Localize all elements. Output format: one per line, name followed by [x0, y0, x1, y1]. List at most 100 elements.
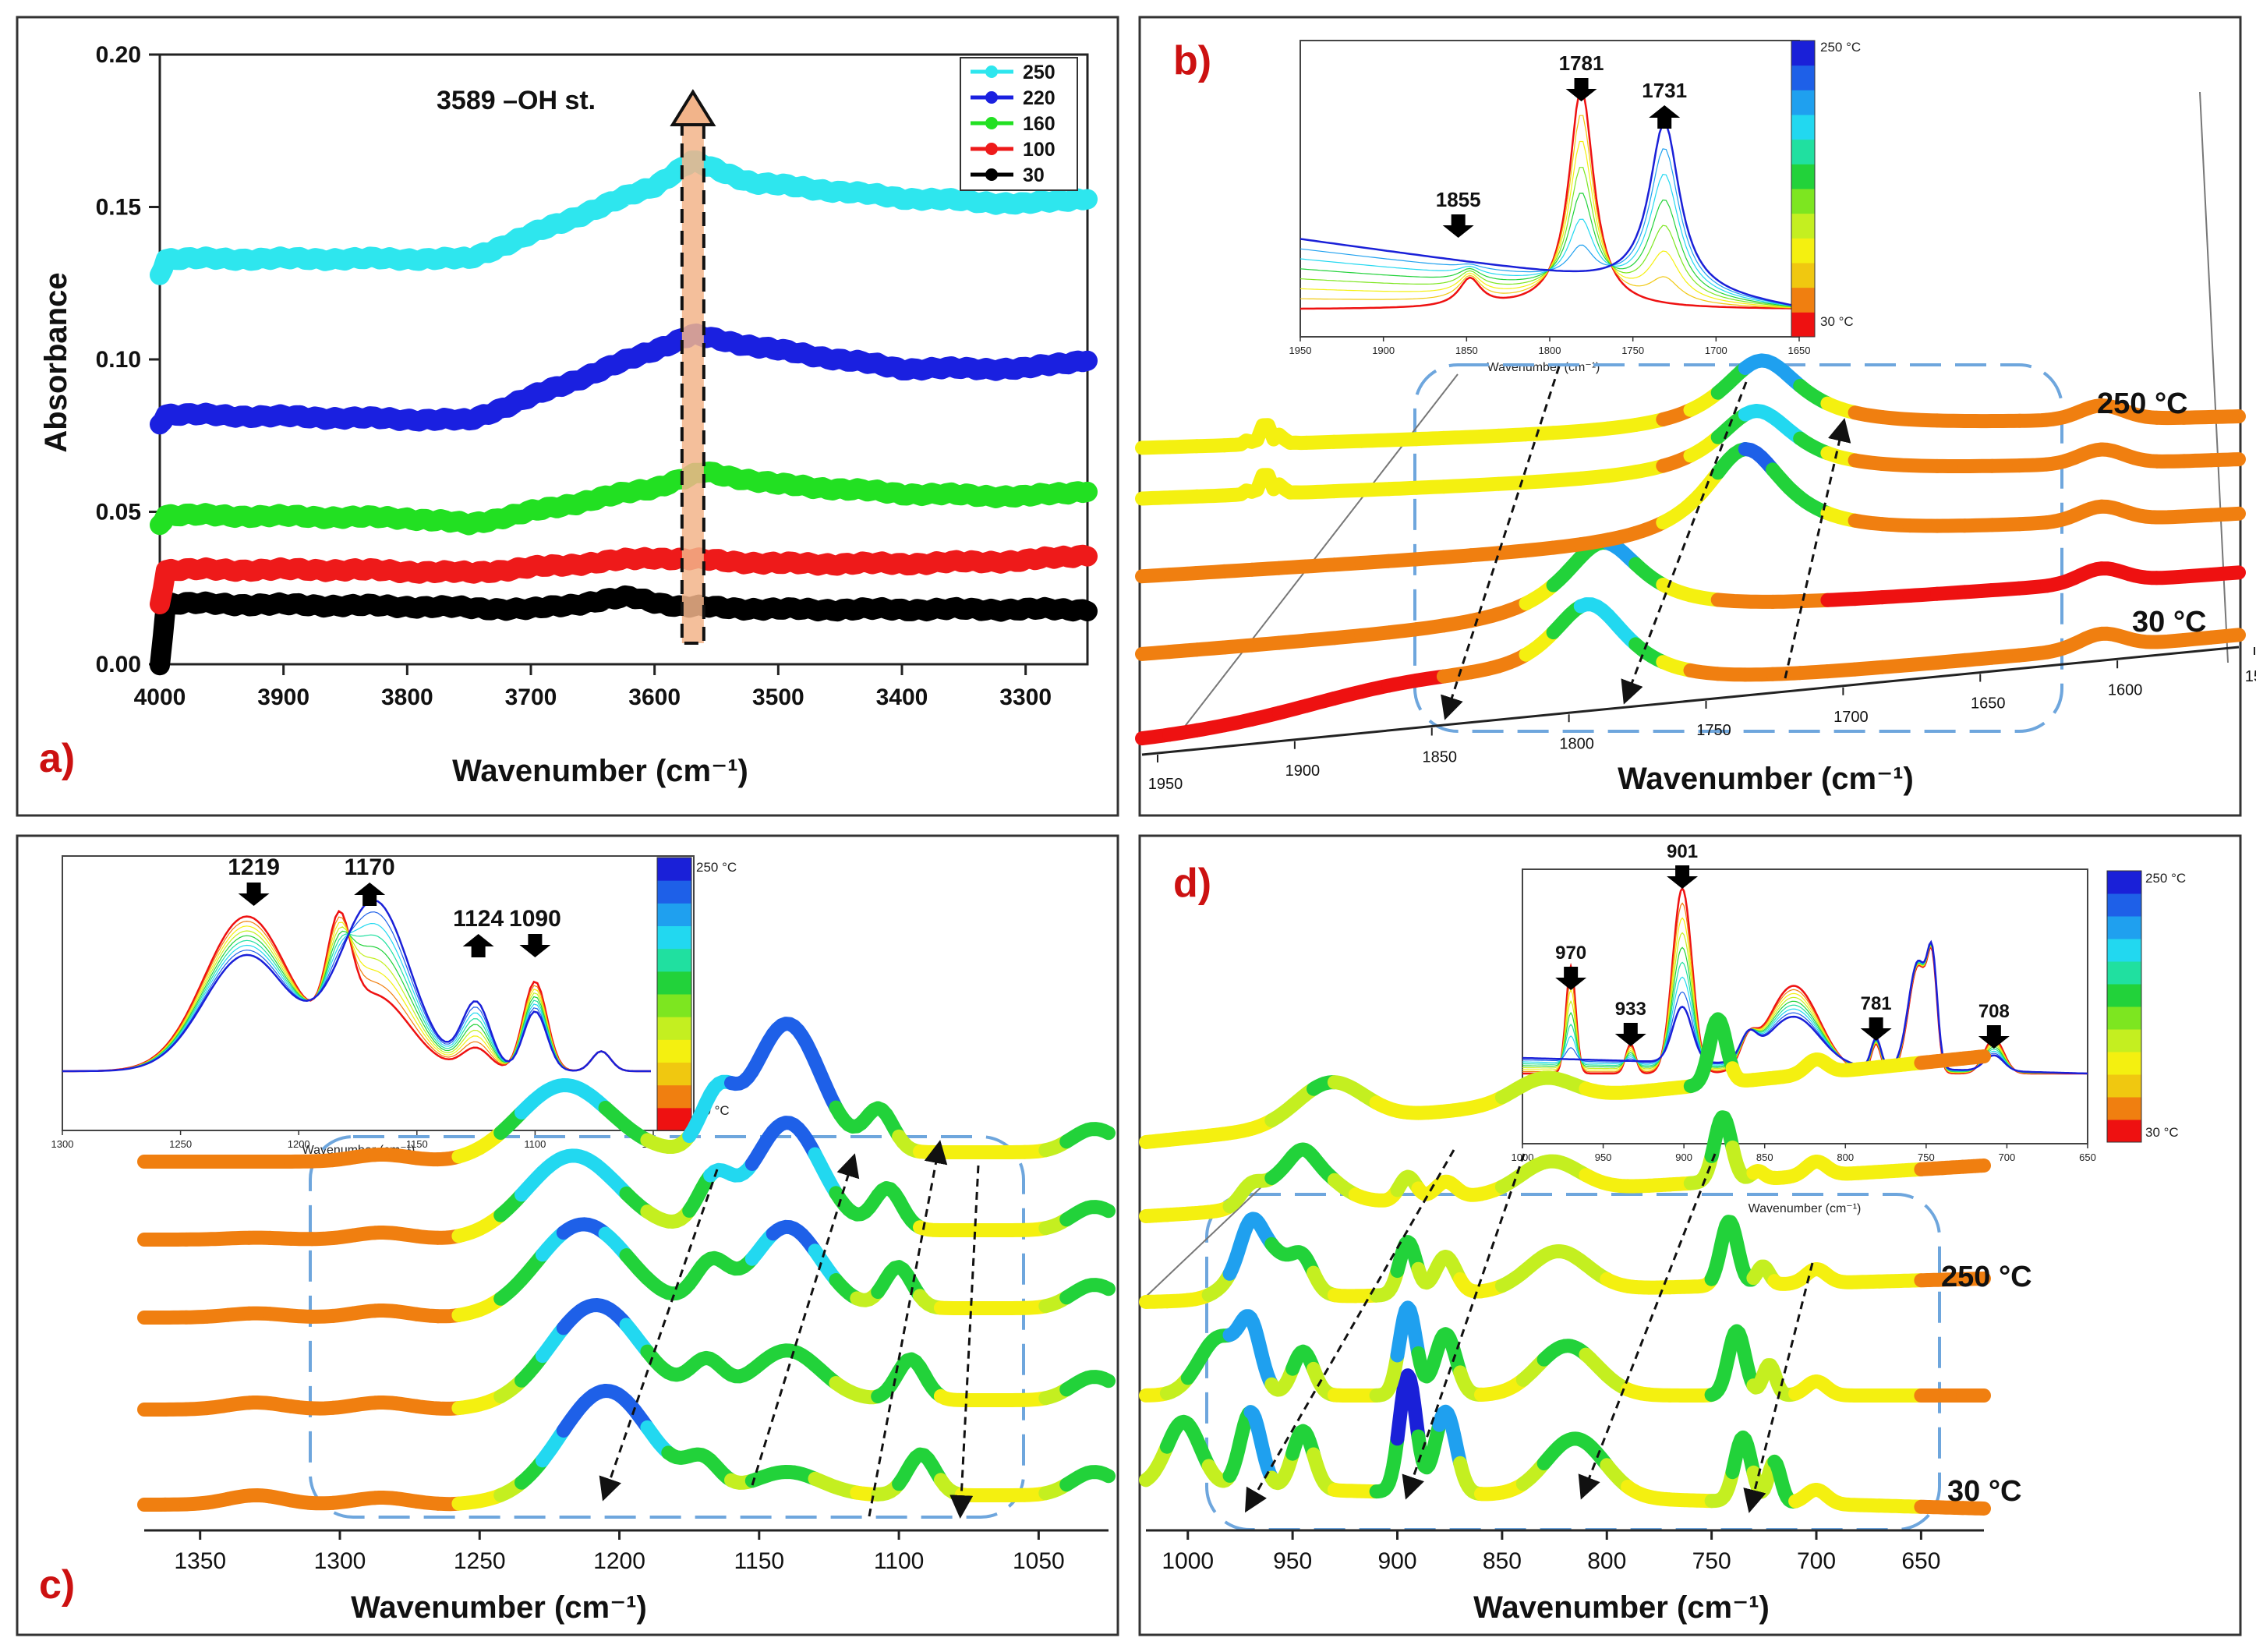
- stacked-spectrum: [137, 1298, 1116, 1417]
- legend-swatch-marker: [985, 117, 998, 129]
- x-tick-label: 1650: [1971, 695, 2006, 713]
- panel-d-label: d): [1173, 861, 1211, 906]
- panel-d-x-axis-label: Wavenumber (cm⁻¹): [1473, 1590, 1770, 1625]
- spectrum-segment: [2204, 452, 2246, 468]
- stacked-spectrum: [1135, 404, 2246, 506]
- inset-x-tick-label: 1700: [1705, 345, 1727, 356]
- colorbar-frame: [2106, 870, 2142, 1143]
- stacked-spectrum: [1135, 535, 2246, 661]
- peak-label: 1781: [1559, 51, 1604, 75]
- spectrum-segment: [1080, 1370, 1116, 1388]
- colorbar-step: [657, 925, 691, 950]
- x-tick-label: 750: [1692, 1548, 1731, 1574]
- stacked-spectrum: [1139, 1110, 1991, 1223]
- spectrum-segment: [1285, 1424, 1321, 1462]
- colorbar-step: [657, 858, 691, 881]
- colorbar-step: [1791, 189, 1815, 214]
- panel-b-spectra: [1135, 353, 2246, 746]
- panel-a-frame: [16, 16, 1119, 817]
- peak-label: 1731: [1642, 79, 1687, 102]
- down-arrow-icon: [1978, 1025, 2010, 1049]
- spectrum-segment: [2204, 628, 2246, 645]
- legend-label: 160: [1023, 113, 1056, 135]
- legend-entry: 220: [971, 87, 1056, 109]
- inset-x-tick-label: 850: [1756, 1151, 1773, 1163]
- peak-label: 933: [1615, 999, 1646, 1020]
- y-tick-label: 0.00: [96, 652, 141, 677]
- peak-marker: 708: [1978, 1001, 2010, 1049]
- peak-marker: 1170: [345, 854, 395, 906]
- down-arrow-icon: [1555, 967, 1587, 990]
- spectrum-segment: [1704, 1465, 1740, 1509]
- peak-marker: 1219: [228, 854, 280, 906]
- spectrum-segment: [1285, 1245, 1321, 1280]
- x-tick-label: 1550: [2245, 668, 2256, 685]
- spectrum-segment: [1683, 465, 1725, 511]
- down-arrow-icon: [519, 934, 551, 957]
- series-start-point: [152, 656, 168, 672]
- spectrum-segment: [1411, 1417, 1447, 1475]
- series-line: [150, 150, 1098, 285]
- panel-a-x-axis-label: Wavenumber (cm⁻¹): [452, 754, 748, 788]
- peak-marker: 1855: [1436, 188, 1481, 238]
- inset-x-tick-label: 700: [1999, 1151, 2016, 1163]
- panel-b-peak-guides: [1441, 366, 1851, 720]
- colorbar-step: [2107, 893, 2141, 917]
- panel-b-colorbar-top: 250 °C: [1820, 40, 1861, 55]
- inset-x-tick-label: 900: [1675, 1151, 1692, 1163]
- peak-label: 781: [1861, 993, 1892, 1014]
- panel-b-colorbar-bottom: 30 °C: [1820, 314, 1854, 329]
- peak-label: 1219: [228, 854, 280, 880]
- stacked-spectrum: [1139, 1012, 1991, 1149]
- spectrum-segment: [1704, 1012, 1740, 1076]
- stacked-spectrum: [1139, 1212, 1991, 1309]
- panel-c-x-ticks: 1350 1300 1250 1200 1150 1100 1050: [174, 1530, 1065, 1574]
- series-220: [150, 323, 1098, 435]
- series-250: [150, 150, 1098, 285]
- colorbar-step: [657, 1039, 691, 1063]
- down-arrow-icon: [238, 883, 270, 906]
- inset-x-tick-label: 1150: [406, 1138, 428, 1150]
- inset-x-tick-label: 1300: [51, 1138, 74, 1150]
- colorbar-step: [657, 971, 691, 995]
- stacked-spectrum: [137, 1017, 1116, 1169]
- x-tick-label: 3500: [752, 685, 804, 710]
- x-tick-label: 1000: [1162, 1548, 1214, 1574]
- inset-spectrum: [1522, 942, 2088, 1074]
- spectrum-segment: [1080, 1122, 1116, 1141]
- panel-d-colorbar-bottom: 30 °C: [2145, 1125, 2179, 1140]
- panel-a-y-axis-label: Absorbance: [39, 272, 73, 452]
- down-arrow-icon: [1442, 214, 1474, 238]
- peak-label: 1124: [453, 906, 504, 932]
- y-tick-label: 0.15: [96, 195, 141, 221]
- peak-marker: 1124: [453, 906, 504, 957]
- colorbar-step: [657, 1084, 691, 1109]
- x-tick-label: 950: [1273, 1548, 1312, 1574]
- colorbar-step: [2107, 871, 2141, 894]
- colorbar-step: [1791, 115, 1815, 140]
- spectrum-segment: [1285, 1344, 1321, 1376]
- y-tick-label: 0.05: [96, 500, 141, 525]
- x-tick-label: 3900: [257, 685, 309, 710]
- colorbar-step: [2107, 961, 2141, 985]
- colorbar-step: [1791, 139, 1815, 164]
- colorbar-step: [2107, 1052, 2141, 1075]
- series-line: [150, 462, 1098, 536]
- panel-b-x-axis-label: Wavenumber (cm⁻¹): [1618, 762, 1914, 796]
- inset-spectrum: [1299, 122, 1800, 308]
- stacked-spectrum: [137, 1217, 1116, 1325]
- colorbar-step: [2107, 1120, 2141, 1143]
- spectrum-segment: [1956, 1159, 1991, 1174]
- panel-b-label-30: 30 °C: [2132, 606, 2206, 639]
- panel-c-colorbar-top: 250 °C: [696, 860, 737, 875]
- colorbar-step: [1791, 263, 1815, 288]
- x-tick-label: 3600: [628, 685, 681, 710]
- panel-c-peak-guides: [599, 1140, 980, 1519]
- panel-c-highlight-box: [309, 1135, 1025, 1519]
- colorbar-step: [2107, 1006, 2141, 1030]
- peak-shift-guide: [949, 1165, 980, 1519]
- spectrum-segment: [1369, 1264, 1405, 1303]
- legend-entry: 30: [971, 164, 1045, 186]
- inset-x-tick-label: 950: [1595, 1151, 1612, 1163]
- panel-b-x-ticks: 1950 1900 1850 1800 1750 1700 1650 1600 1550: [1148, 647, 2256, 793]
